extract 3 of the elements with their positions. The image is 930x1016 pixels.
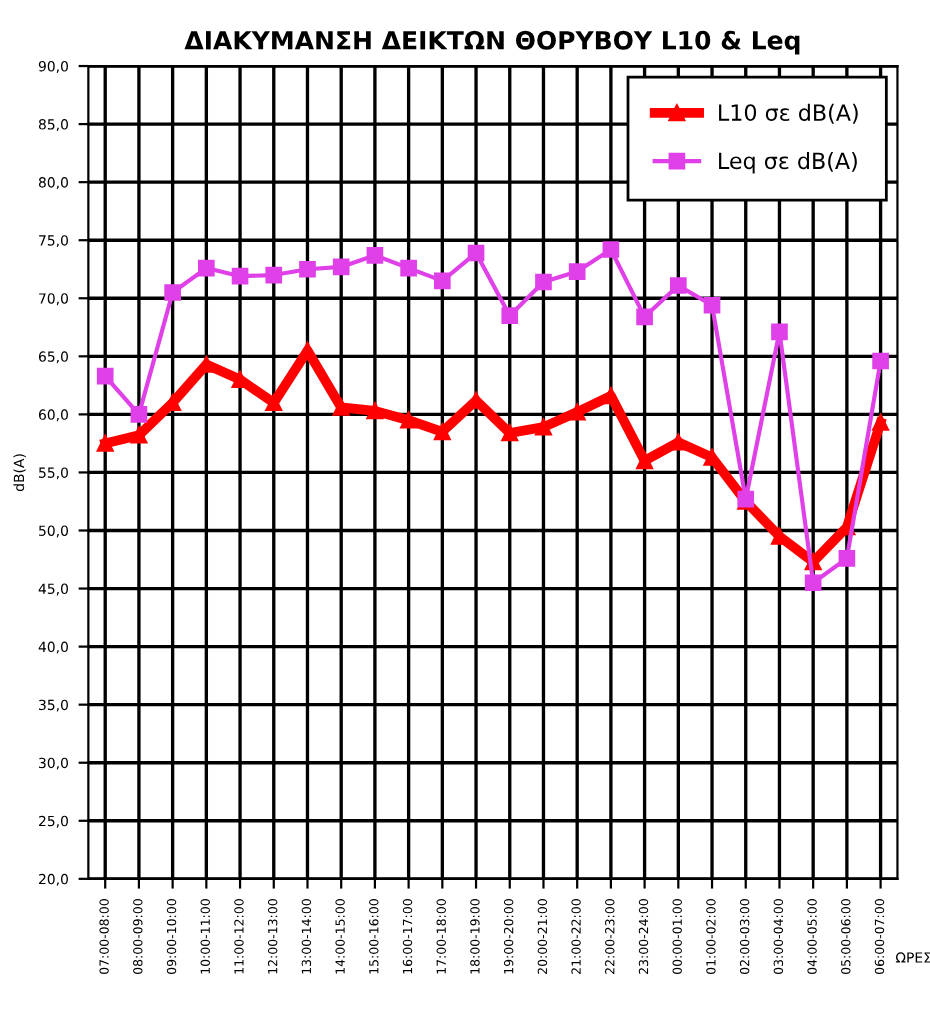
legend-label: L10 σε dB(A) (719, 103, 858, 124)
legend-label: Leq σε dB(A) (719, 151, 857, 174)
chart-title: ΔΙΑΚΥΜΑΝΣΗ ΔΕΙΚΤΩΝ ΘΟΡΥΒΟΥ L10 & Leq (184, 30, 800, 55)
